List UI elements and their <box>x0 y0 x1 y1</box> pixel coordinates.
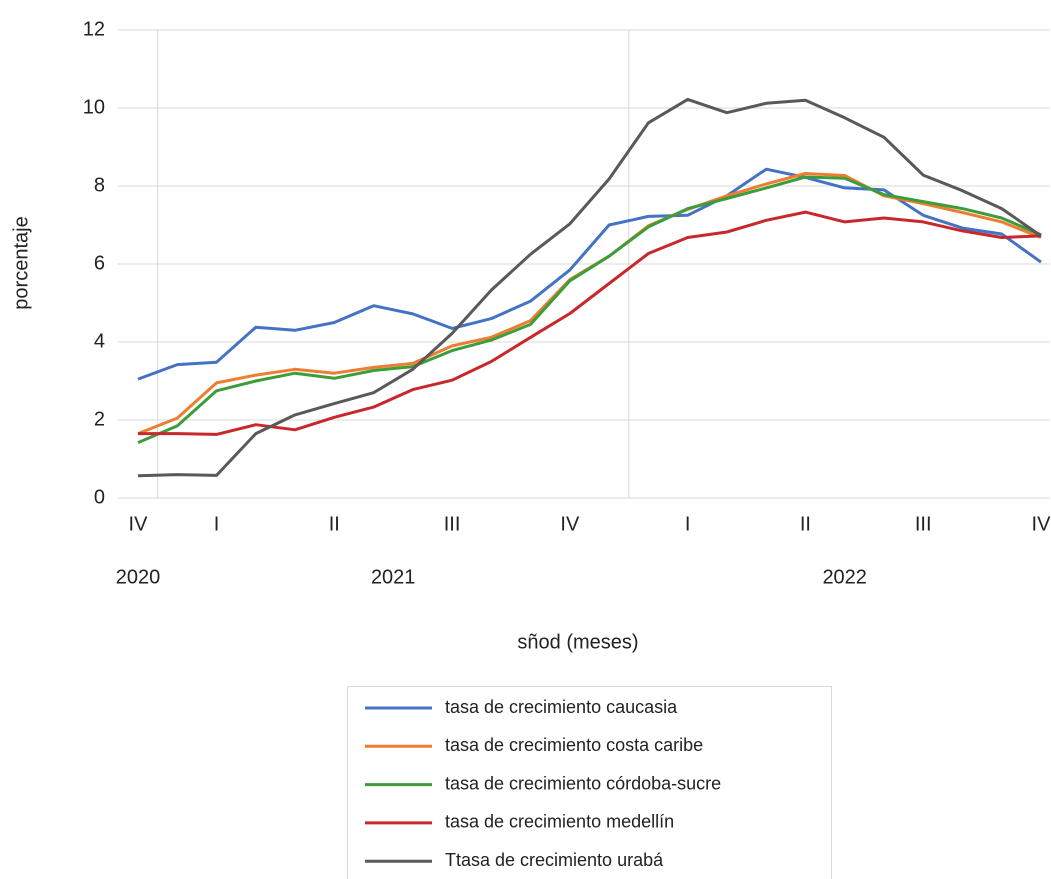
series-line <box>137 172 1042 435</box>
x-group-label: 2020 <box>116 566 161 588</box>
series-line <box>138 210 1042 436</box>
series-line <box>137 175 1042 444</box>
y-tick-label: 12 <box>83 18 105 40</box>
series-line <box>137 97 1042 478</box>
y-tick-label: 4 <box>94 330 105 352</box>
x-tick-label: II <box>800 513 811 535</box>
x-axis-title: sñod (meses) <box>517 631 638 653</box>
series-line <box>137 167 1042 381</box>
legend-label: tasa de crecimiento medellín <box>445 812 674 832</box>
legend-label: tasa de crecimiento córdoba-sucre <box>445 773 721 793</box>
x-tick-label: I <box>685 513 691 535</box>
y-tick-label: 2 <box>94 408 105 430</box>
legend-label: Ttasa de crecimiento urabá <box>445 850 664 870</box>
x-tick-label: IV <box>560 513 580 535</box>
x-tick-label: II <box>329 513 340 535</box>
legend: tasa de crecimiento caucasia tasa de crec… <box>365 697 721 870</box>
y-tick-label: 8 <box>94 174 105 196</box>
x-group-label: 2022 <box>822 566 867 588</box>
legend-label: tasa de crecimiento costa caribe <box>445 735 703 755</box>
y-tick-label: 6 <box>94 252 105 274</box>
legend-label: tasa de crecimiento caucasia <box>445 697 678 717</box>
x-tick-label: I <box>214 513 220 535</box>
y-tick-label: 0 <box>94 486 105 508</box>
x-tick-label: III <box>915 513 932 535</box>
legend-box <box>347 686 832 879</box>
x-tick-label: IV <box>129 513 149 535</box>
y-axis-title: porcentaje <box>10 216 32 309</box>
x-group-label: 2021 <box>371 566 416 588</box>
x-tick-label: III <box>444 513 461 535</box>
y-tick-label: 10 <box>83 96 105 118</box>
x-tick-label: IV <box>1032 513 1051 535</box>
